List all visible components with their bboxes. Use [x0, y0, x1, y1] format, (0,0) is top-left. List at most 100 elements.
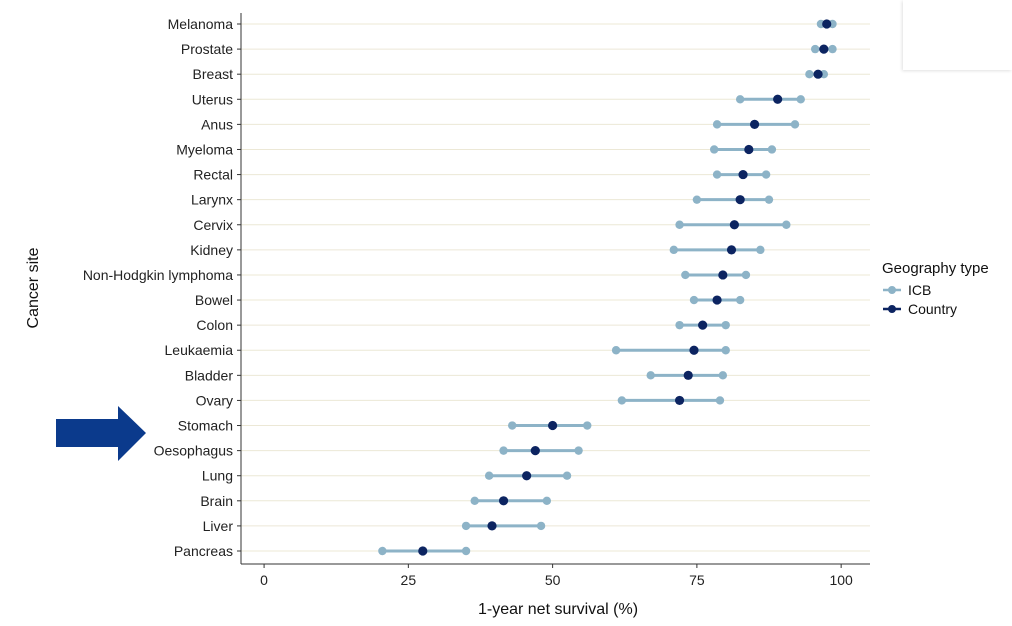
icb-min-point	[617, 396, 627, 405]
country-point	[749, 119, 760, 129]
icb-max-point	[735, 295, 745, 305]
y-tick-label: Oesophagus	[154, 443, 233, 459]
icb-min-point	[735, 95, 745, 104]
country-point	[487, 521, 497, 531]
y-tick-label: Colon	[196, 317, 233, 333]
icb-min-point	[692, 195, 702, 204]
icb-min-point	[461, 521, 471, 531]
x-tick-label: 50	[545, 572, 561, 588]
icb-min-point	[611, 346, 621, 355]
legend-title: Geography type	[882, 260, 989, 277]
icb-max-point	[756, 245, 765, 255]
legend-item-country: Country	[883, 301, 957, 317]
icb-ranges	[378, 19, 837, 556]
y-tick-label: Liver	[203, 518, 234, 534]
y-tick-label: Leukaemia	[165, 342, 234, 358]
icb-max-point	[790, 120, 800, 129]
icb-max-point	[767, 145, 777, 154]
icb-max-point	[721, 346, 730, 355]
y-tick-label: Melanoma	[168, 16, 234, 32]
icb-max-point	[828, 44, 837, 54]
x-tick-labels: 0 25 50 75 100	[260, 564, 853, 588]
icb-min-point	[712, 170, 722, 179]
icb-max-point	[574, 446, 583, 455]
icb-min-point	[470, 496, 479, 506]
x-tick-label: 75	[689, 572, 705, 588]
y-tick-label: Stomach	[178, 418, 233, 434]
y-tick-label: Cervix	[193, 217, 233, 233]
country-point	[683, 370, 693, 380]
country-point	[522, 471, 532, 481]
icb-min-point	[810, 44, 820, 54]
icb-max-point	[761, 170, 771, 179]
icb-min-point	[709, 145, 719, 154]
y-tick-label: Rectal	[193, 167, 233, 183]
legend-label-icb: ICB	[908, 282, 931, 298]
country-point	[689, 345, 699, 355]
icb-min-point	[646, 371, 655, 380]
icb-max-point	[741, 270, 751, 280]
icb-min-point	[689, 295, 699, 305]
y-tick-labels: Melanoma Prostate Breast Uterus Anus Myeloma R…	[83, 16, 241, 559]
x-tick-label: 100	[829, 572, 853, 588]
icb-min-point	[712, 120, 722, 129]
axes	[240, 13, 870, 565]
y-tick-label: Anus	[201, 116, 233, 132]
arrow-pointer-icon	[56, 406, 146, 461]
country-point	[729, 220, 739, 230]
y-tick-label: Kidney	[190, 242, 233, 258]
y-tick-label: Lung	[202, 468, 233, 484]
country-point	[744, 144, 754, 155]
icb-max-point	[583, 421, 592, 430]
icb-min-point	[675, 320, 684, 330]
legend-label-country: Country	[908, 301, 957, 317]
country-points	[418, 19, 832, 556]
icb-max-point	[461, 546, 471, 556]
country-point	[718, 270, 728, 280]
icb-min-point	[681, 270, 690, 280]
y-tick-label: Myeloma	[176, 141, 233, 157]
x-tick-label: 0	[260, 572, 268, 588]
y-axis-title: Cancer site	[25, 247, 42, 328]
icb-min-point	[484, 471, 494, 480]
country-point	[418, 546, 428, 556]
icb-max-point	[782, 220, 791, 229]
y-tick-label: Prostate	[181, 41, 233, 57]
icb-max-point	[715, 396, 725, 405]
y-tick-label: Pancreas	[174, 543, 233, 559]
icb-min-point	[499, 446, 508, 455]
country-point	[712, 295, 722, 305]
icb-max-point	[796, 95, 805, 104]
country-point	[773, 94, 783, 104]
country-point	[548, 420, 558, 431]
icb-max-point	[542, 496, 552, 506]
country-point	[813, 69, 823, 79]
country-point	[698, 320, 708, 330]
x-tick-label: 25	[401, 572, 417, 588]
y-tick-label: Breast	[193, 66, 234, 82]
y-tick-label: Bladder	[185, 367, 234, 383]
y-tick-label: Brain	[200, 493, 233, 509]
icb-max-point	[718, 371, 728, 380]
icb-min-point	[805, 69, 814, 79]
country-point	[819, 44, 829, 54]
icb-min-point	[669, 245, 678, 255]
y-tick-label: Larynx	[191, 192, 233, 208]
country-point	[735, 195, 745, 205]
legend: Geography type ICB Country	[882, 260, 989, 317]
icb-min-point	[378, 546, 387, 556]
country-point	[530, 446, 540, 456]
country-point	[498, 496, 509, 506]
icb-min-point	[508, 421, 517, 430]
icb-max-point	[721, 320, 730, 330]
y-tick-label: Non-Hodgkin lymphoma	[83, 267, 233, 283]
country-point	[674, 395, 685, 406]
legend-item-icb: ICB	[883, 282, 931, 298]
icb-min-point	[675, 220, 684, 229]
y-tick-label: Ovary	[196, 392, 233, 408]
icb-max-point	[764, 195, 774, 204]
y-tick-label: Bowel	[195, 292, 233, 308]
x-axis-title: 1-year net survival (%)	[478, 601, 638, 618]
y-tick-label: Uterus	[192, 91, 233, 107]
